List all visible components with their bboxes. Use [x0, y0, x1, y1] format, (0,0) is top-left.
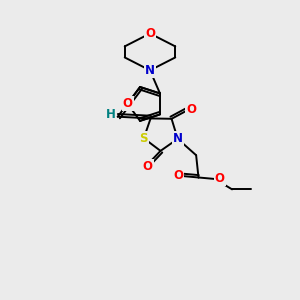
Text: O: O	[145, 27, 155, 40]
Text: S: S	[140, 132, 148, 145]
Text: O: O	[173, 169, 183, 182]
Text: N: N	[145, 64, 155, 77]
Text: O: O	[123, 98, 133, 110]
Text: O: O	[214, 172, 225, 185]
Text: N: N	[173, 132, 183, 145]
Text: H: H	[106, 108, 116, 121]
Text: O: O	[143, 160, 153, 173]
Text: O: O	[186, 103, 196, 116]
